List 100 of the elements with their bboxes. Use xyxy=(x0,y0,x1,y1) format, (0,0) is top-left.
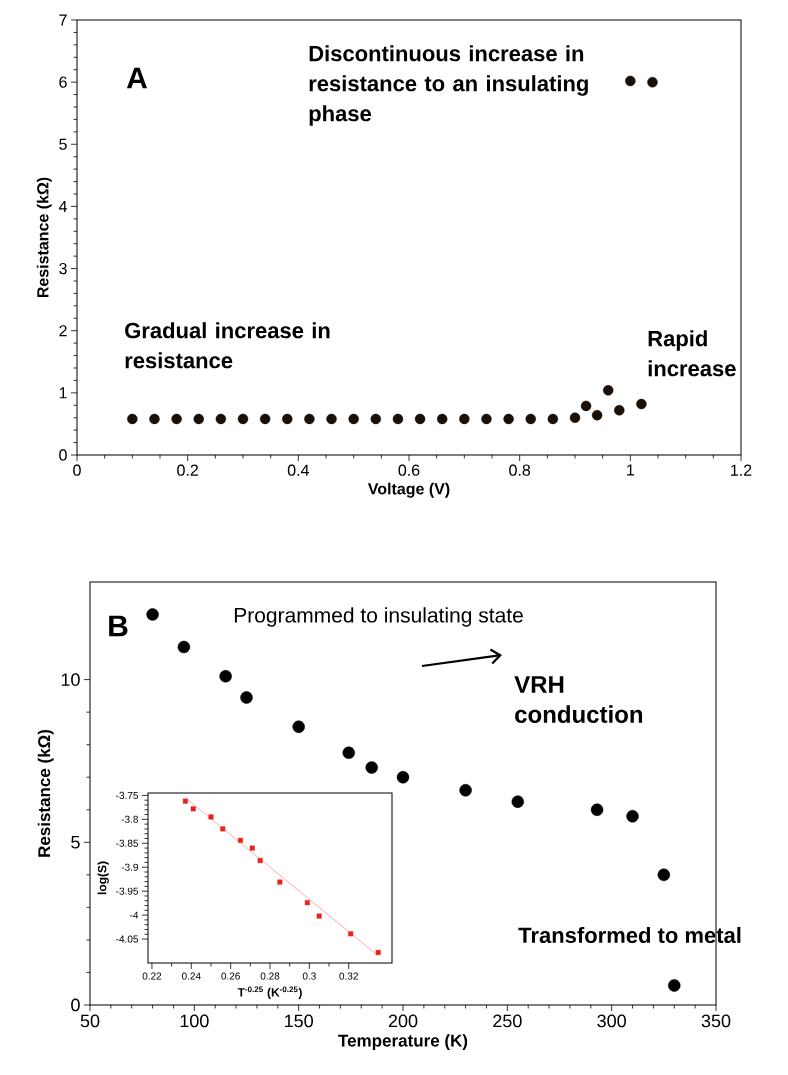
x-tick-label: 50 xyxy=(80,1014,100,1028)
point xyxy=(277,879,283,885)
point xyxy=(348,413,359,425)
point xyxy=(237,413,249,425)
y-tick-label: 3 xyxy=(59,262,67,275)
x-tick-label: 0.6 xyxy=(398,464,420,476)
point xyxy=(365,761,378,774)
x-tick-label: 200 xyxy=(388,1014,418,1028)
y-tick-label: 2 xyxy=(59,325,67,337)
point xyxy=(190,806,196,812)
point xyxy=(177,640,191,654)
y-tick-label: 6 xyxy=(59,76,67,88)
point xyxy=(326,413,337,425)
point xyxy=(237,837,243,843)
x-axis-title: Voltage (V) xyxy=(367,482,450,498)
y-axis-title: log(S) xyxy=(97,861,109,895)
point xyxy=(590,803,604,816)
point xyxy=(511,795,524,808)
y-tick-label: 0 xyxy=(59,449,67,461)
x-tick-label: 300 xyxy=(597,1014,626,1028)
y-tick-label: 10 xyxy=(61,673,80,686)
point xyxy=(668,979,681,992)
point xyxy=(282,413,293,425)
x-tick-label: 100 xyxy=(180,1014,209,1028)
point xyxy=(220,826,226,832)
point xyxy=(481,413,492,425)
point xyxy=(626,810,639,823)
point xyxy=(146,608,159,621)
x-tick-label: 350 xyxy=(701,1014,731,1028)
point xyxy=(580,400,592,412)
x-tick-label: 1.2 xyxy=(731,464,752,476)
x-tick-label: 0.8 xyxy=(509,464,531,476)
annotation: Transformed to metal xyxy=(518,926,741,944)
y-tick-label: -3.95 xyxy=(116,887,139,895)
point xyxy=(396,771,410,784)
x-axis-title: Temperature (K) xyxy=(338,1034,468,1050)
annotation: VRH conduction xyxy=(514,676,643,723)
point xyxy=(259,413,271,425)
point xyxy=(459,784,472,797)
x-tick-label: 150 xyxy=(285,1014,313,1028)
annotation: Gradual increase in resistance xyxy=(125,322,330,369)
y-tick-label: -3.8 xyxy=(121,815,139,823)
point xyxy=(182,798,188,804)
point xyxy=(149,413,160,425)
annotation: B xyxy=(109,615,128,637)
y-tick-label: 5 xyxy=(71,836,80,849)
point xyxy=(503,413,514,425)
annotation: Discontinuous increase in resistance to an insulating phase xyxy=(309,45,588,126)
point xyxy=(375,949,381,955)
x-tick-label: 0.22 xyxy=(142,972,162,980)
point xyxy=(614,405,625,416)
y-tick-label: -3.85 xyxy=(116,839,139,847)
y-tick-label: 4 xyxy=(58,200,67,212)
point xyxy=(603,385,614,396)
x-axis-title: T$^{-0.25}$ (K$^{-0.25}$) xyxy=(237,986,302,999)
point xyxy=(625,75,636,87)
point xyxy=(657,868,671,882)
annotation: Rapid increase xyxy=(648,330,736,377)
y-tick-label: 5 xyxy=(59,138,67,150)
point xyxy=(525,413,536,425)
point xyxy=(127,413,138,425)
point xyxy=(392,413,404,425)
point xyxy=(437,413,448,425)
point xyxy=(569,412,581,423)
x-tick-label: 0.26 xyxy=(221,972,240,980)
point xyxy=(249,845,255,851)
x-tick-label: 0.32 xyxy=(339,972,358,980)
x-tick-label: 250 xyxy=(493,1014,522,1028)
point xyxy=(316,913,322,919)
point xyxy=(636,398,647,410)
point xyxy=(219,670,232,683)
point xyxy=(547,413,559,425)
x-tick-label: 0.28 xyxy=(260,972,280,980)
point xyxy=(348,931,354,937)
point xyxy=(257,858,263,864)
x-tick-label: 0.24 xyxy=(181,972,201,980)
point xyxy=(647,76,658,88)
point xyxy=(240,691,253,704)
point xyxy=(304,413,315,425)
y-axis-title: Resistance (kΩ) xyxy=(36,177,52,298)
y-tick-label: 0 xyxy=(71,998,80,1012)
point xyxy=(304,900,310,906)
point xyxy=(370,413,381,425)
y-tick-label: -3.75 xyxy=(116,791,139,799)
point xyxy=(414,413,426,425)
y-tick-label: -4 xyxy=(130,911,139,919)
y-tick-label: 7 xyxy=(59,14,67,26)
annotation: A xyxy=(126,67,148,89)
x-tick-label: 0.4 xyxy=(287,464,309,476)
point xyxy=(208,814,214,820)
point xyxy=(459,413,470,425)
point xyxy=(591,410,603,421)
point xyxy=(171,413,182,425)
x-tick-label: 0.3 xyxy=(302,972,316,980)
annotation: Programmed to insulating state xyxy=(234,607,523,627)
point xyxy=(193,413,204,425)
x-tick-label: 1 xyxy=(627,464,634,476)
y-tick-label: -3.9 xyxy=(121,863,138,871)
point xyxy=(215,413,227,425)
point xyxy=(292,720,305,733)
